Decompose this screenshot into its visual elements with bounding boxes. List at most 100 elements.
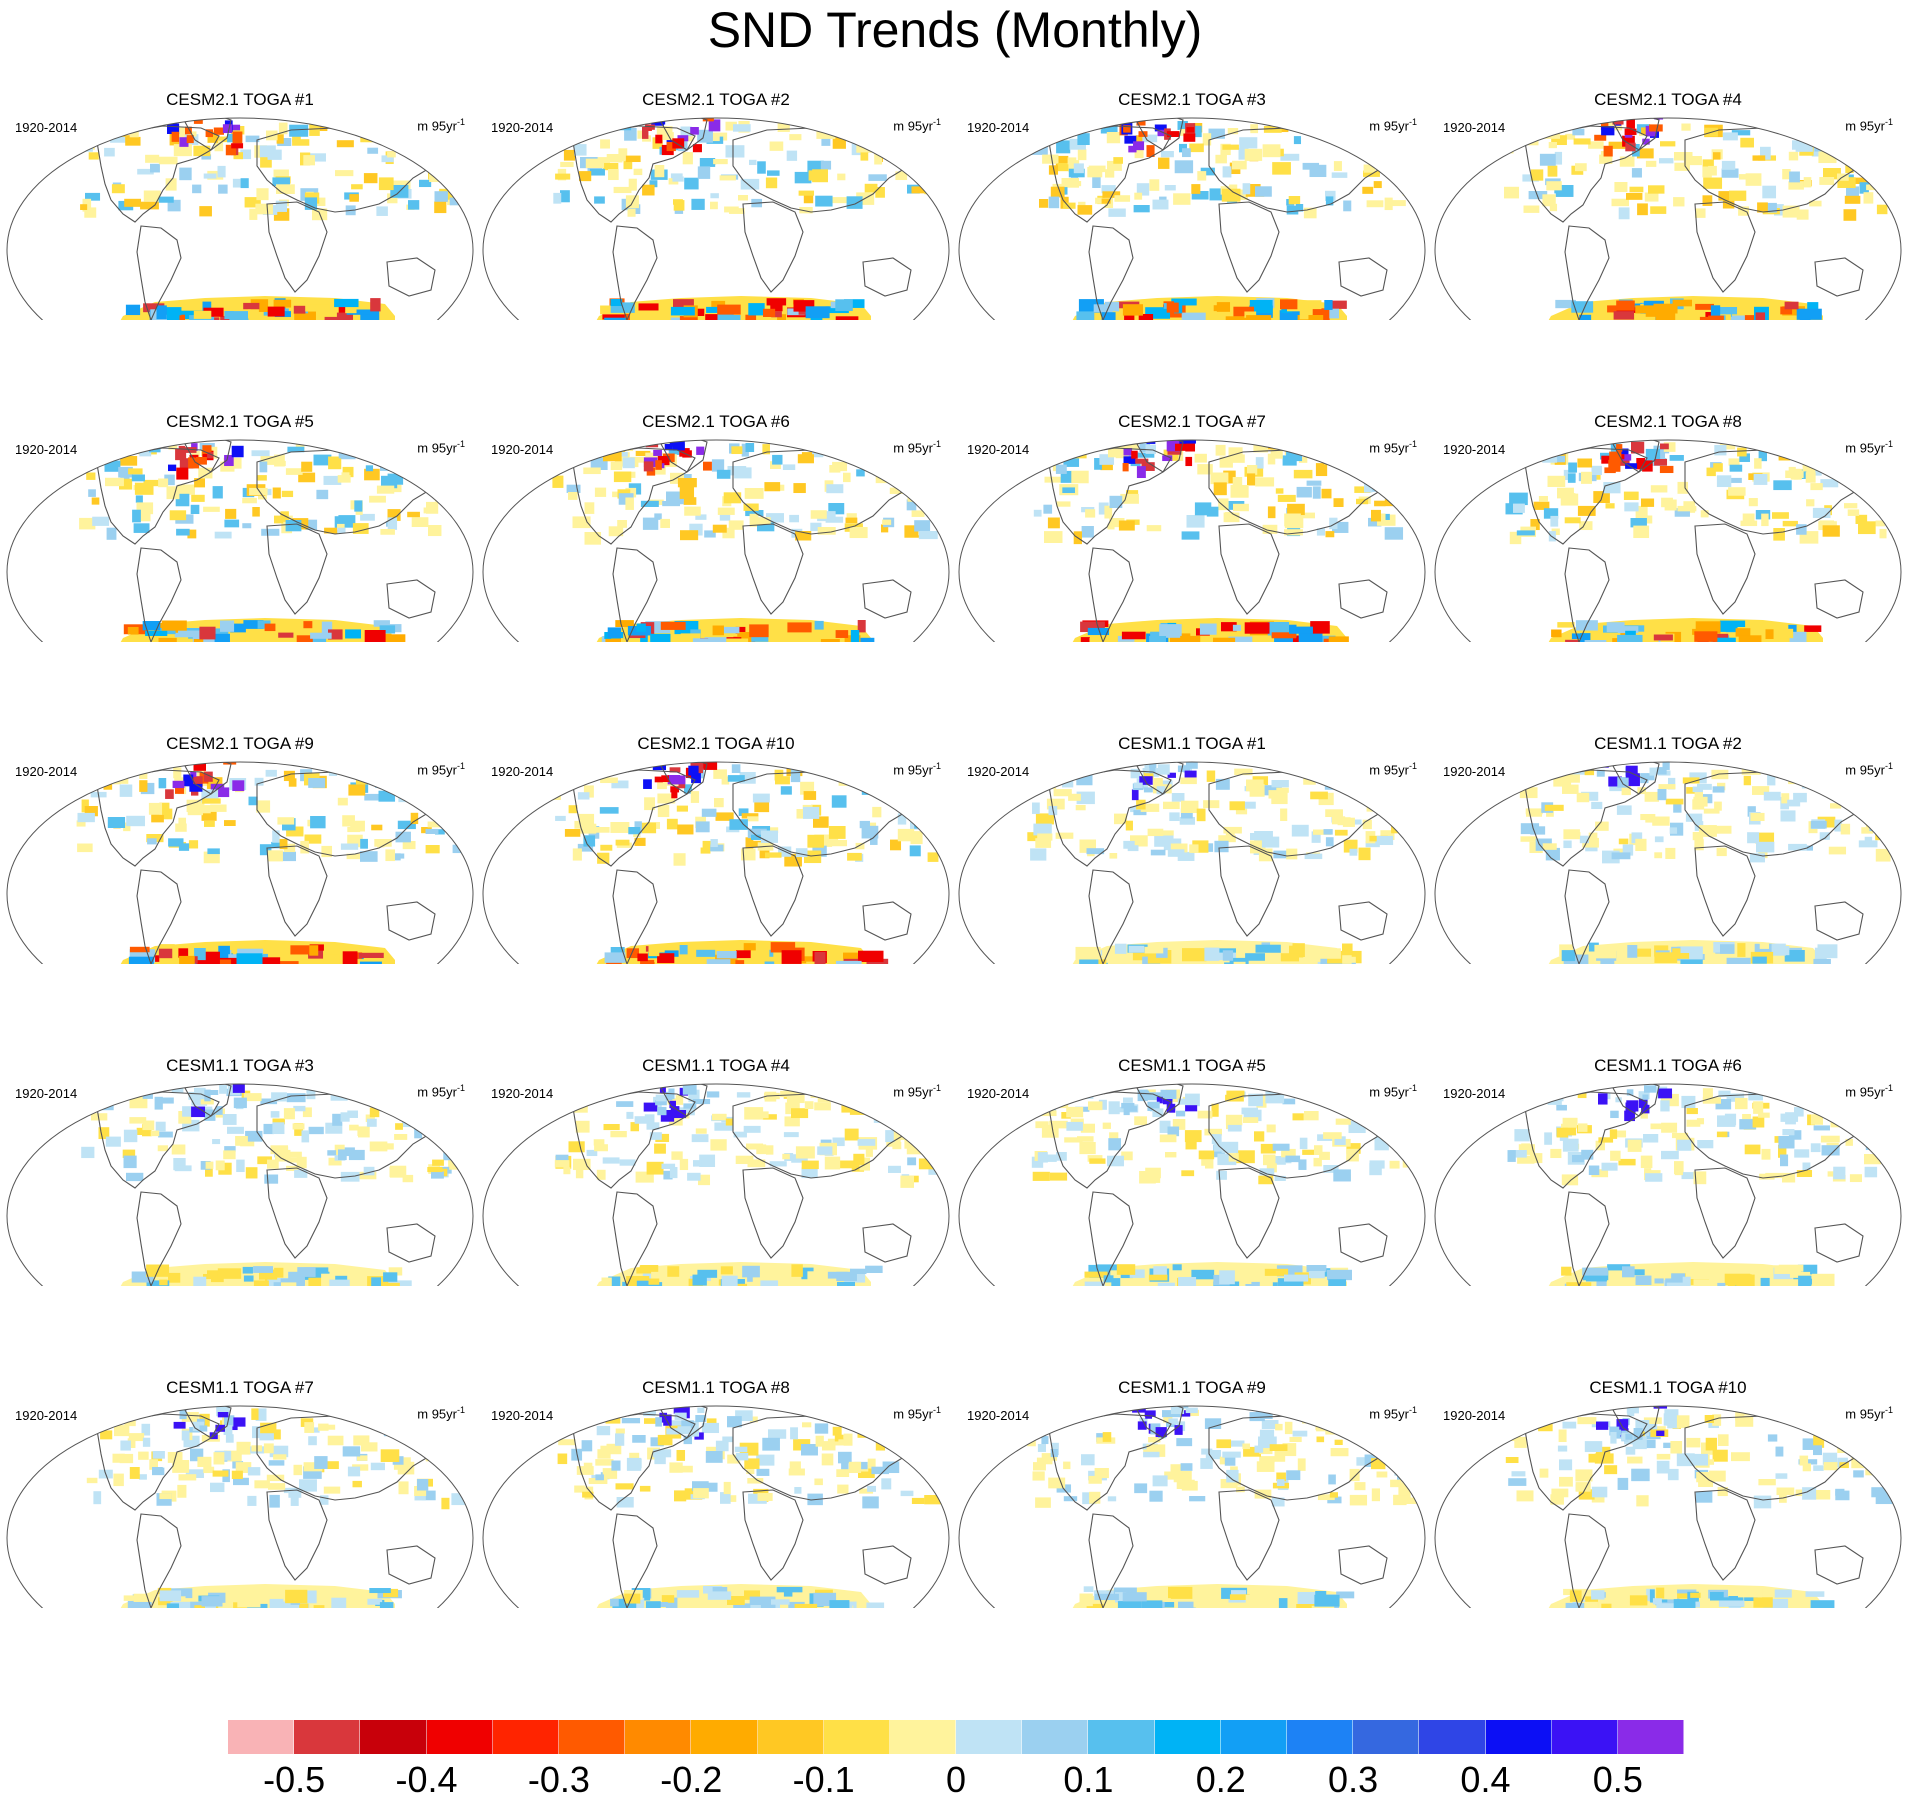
trend-cell	[167, 123, 180, 134]
trend-cell	[1030, 848, 1047, 861]
trend-cell	[381, 1408, 399, 1415]
trend-cell	[214, 531, 232, 539]
trend-cell	[337, 523, 345, 530]
trend-cell	[1806, 499, 1815, 507]
trend-cell	[1222, 950, 1234, 961]
trend-cell	[746, 1143, 764, 1150]
trend-cell	[1550, 1494, 1564, 1505]
trend-cell	[1702, 195, 1713, 206]
trend-cell	[1847, 509, 1860, 516]
trend-cell	[1254, 1445, 1264, 1453]
trend-cell	[409, 144, 418, 155]
trend-cell	[1054, 1412, 1073, 1418]
colorbar-swatch	[558, 1720, 626, 1754]
trend-cell	[612, 154, 626, 162]
trend-cell	[1778, 628, 1794, 639]
trend-cell	[892, 1142, 902, 1150]
trend-cell	[1277, 494, 1296, 502]
trend-cell	[323, 1424, 336, 1430]
trend-cell	[353, 1435, 370, 1446]
trend-cell	[1086, 1603, 1104, 1608]
trend-cell	[1073, 163, 1084, 174]
trend-cell	[1742, 1114, 1751, 1122]
trend-cell	[616, 1101, 634, 1107]
trend-cell	[1645, 160, 1657, 167]
trend-cell	[1813, 958, 1831, 964]
trend-cell	[1878, 188, 1895, 194]
trend-cell	[1231, 1590, 1247, 1597]
trend-cell	[837, 1281, 855, 1286]
trend-cell	[319, 1495, 329, 1505]
trend-cell	[674, 1490, 687, 1502]
map-projection-outline	[482, 439, 950, 642]
trend-cell	[1736, 1274, 1755, 1286]
trend-cell	[911, 1126, 925, 1134]
trend-cell	[841, 1458, 849, 1472]
trend-cell	[1325, 837, 1334, 847]
map-panel: CESM2.1 TOGA #2 1920-2014 m 95yr-1	[481, 0, 951, 320]
trend-cell	[1298, 1159, 1307, 1170]
trend-cell	[1063, 1461, 1071, 1470]
trend-cell	[738, 808, 749, 816]
trend-cell	[152, 1451, 165, 1459]
trend-cell	[1618, 1158, 1636, 1166]
trend-cell	[1327, 300, 1347, 309]
coastline-south-america	[612, 225, 658, 320]
trend-cell	[1246, 315, 1272, 320]
trend-cell	[1181, 1480, 1198, 1491]
trend-cell	[1312, 308, 1330, 320]
colorbar-tick-label: -0.1	[792, 1759, 855, 1800]
trend-cell	[1810, 1114, 1823, 1125]
coastline-australia	[1338, 1223, 1388, 1263]
trend-cell	[727, 1596, 745, 1605]
trend-cell	[174, 777, 187, 783]
trend-cell	[846, 513, 857, 519]
trend-cell	[878, 1412, 888, 1423]
trend-cell	[1044, 767, 1053, 778]
trend-cell	[1855, 467, 1865, 479]
trend-cell	[1802, 1487, 1817, 1500]
trend-cell	[245, 1130, 263, 1142]
trend-cell	[1840, 823, 1851, 835]
trend-cell	[1754, 943, 1772, 956]
trend-cell	[168, 838, 184, 847]
trend-cell	[1103, 1275, 1114, 1283]
trend-cell	[791, 1108, 809, 1119]
trend-cell	[369, 1107, 380, 1118]
trend-cell	[1270, 447, 1283, 459]
trend-cell	[1171, 793, 1185, 802]
trend-cell	[1080, 1123, 1096, 1133]
trend-cell	[1656, 1453, 1671, 1460]
trend-cell	[305, 304, 330, 312]
trend-cell	[1293, 469, 1313, 479]
colorbar-tick-label: -0.3	[527, 1759, 590, 1800]
trend-cell	[1061, 178, 1080, 188]
trend-cell	[452, 1155, 464, 1161]
trend-cell	[1772, 512, 1789, 519]
coastline-south-america	[612, 547, 658, 642]
trend-cell	[1763, 791, 1781, 801]
trend-cell	[787, 308, 805, 316]
trend-cell	[657, 456, 670, 466]
trend-cell	[378, 177, 394, 191]
trend-cell	[1299, 1137, 1308, 1150]
panel-title: CESM2.1 TOGA #3	[1118, 90, 1266, 109]
trend-cell	[1262, 144, 1281, 158]
trend-cell	[672, 138, 685, 149]
trend-cell	[1728, 487, 1746, 496]
trend-cell	[429, 171, 446, 183]
trend-cell	[387, 151, 396, 158]
trend-cell	[790, 769, 801, 783]
trend-cell	[1874, 170, 1888, 180]
trend-cell	[1178, 1601, 1196, 1608]
trend-cell	[207, 1270, 224, 1283]
trend-cell	[835, 630, 849, 638]
trend-cell	[1184, 440, 1196, 444]
trend-cell	[261, 957, 281, 964]
trend-cell	[682, 152, 693, 165]
trend-cell	[1594, 1453, 1614, 1464]
trend-cell	[117, 121, 129, 132]
trend-cell	[1369, 1160, 1385, 1169]
trend-cell	[1571, 633, 1584, 640]
trend-cell	[1134, 192, 1143, 200]
